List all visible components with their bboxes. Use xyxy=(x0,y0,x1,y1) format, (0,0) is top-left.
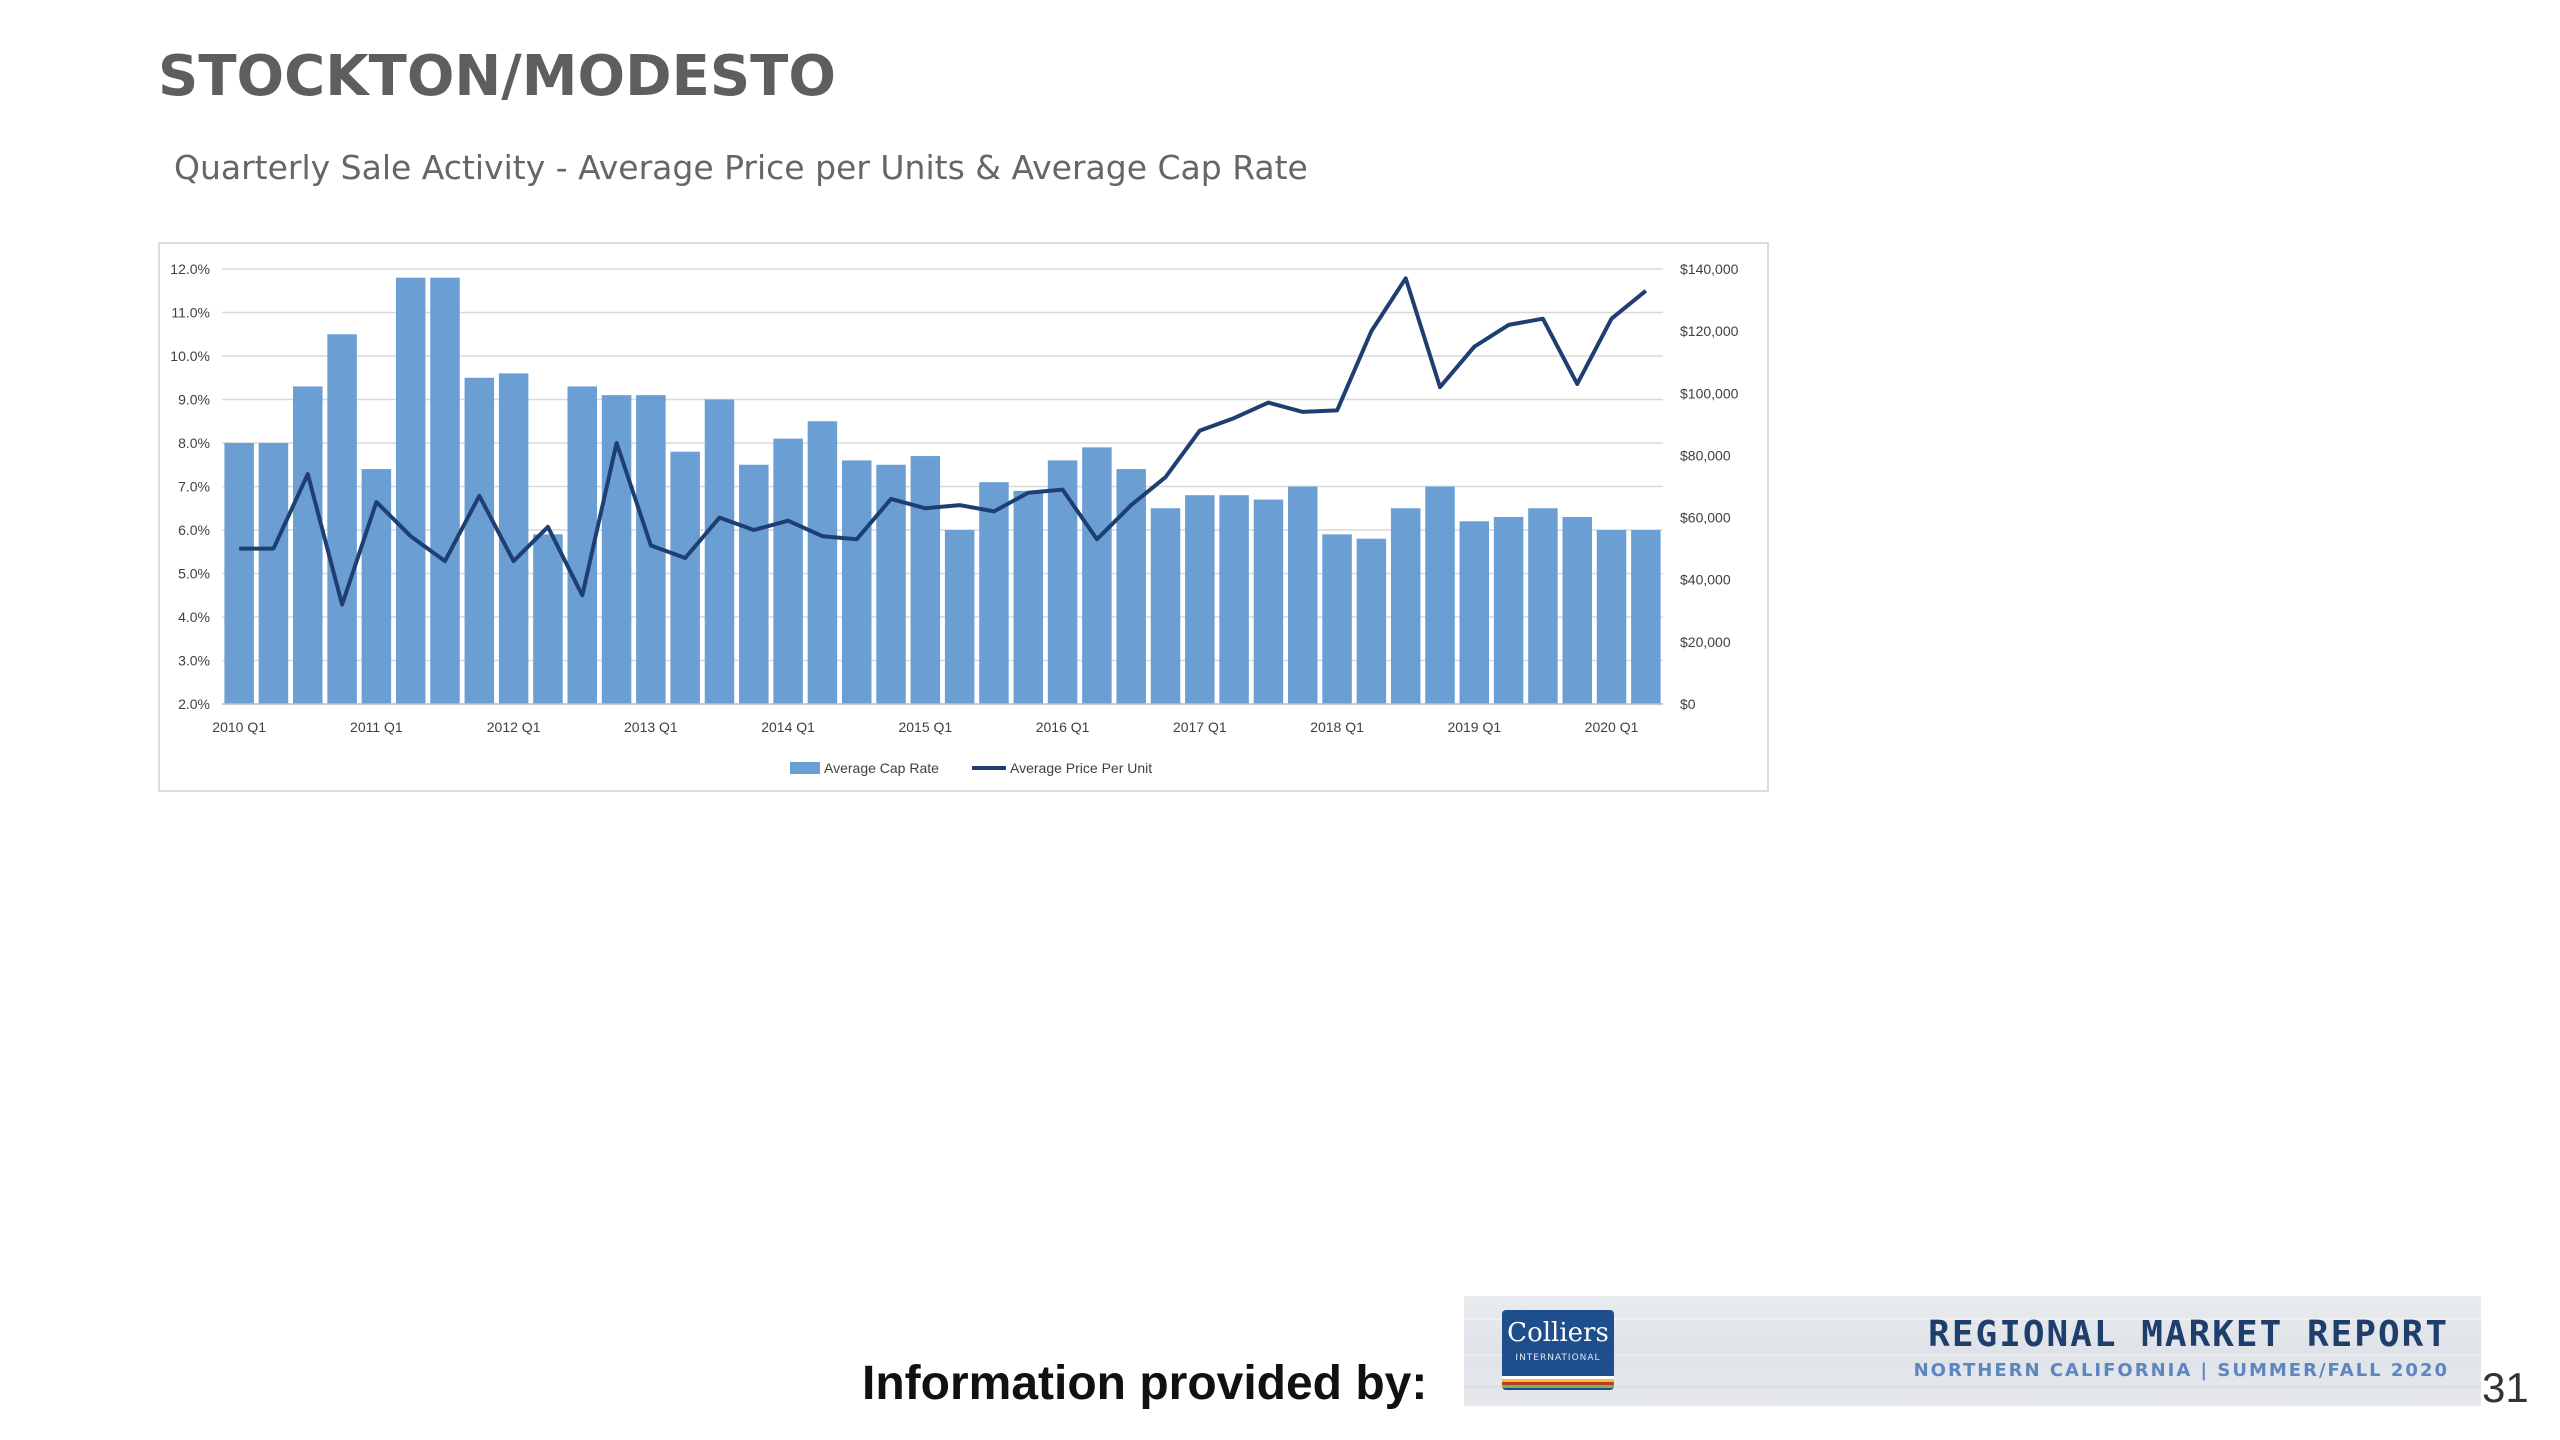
y-right-tick-label: $80,000 xyxy=(1680,447,1731,463)
legend-label-cap-rate: Average Cap Rate xyxy=(824,760,939,776)
legend-swatch-cap-rate xyxy=(790,762,820,774)
report-banner: Colliers INTERNATIONAL REGIONAL MARKET R… xyxy=(1464,1296,2481,1406)
cap-rate-bar xyxy=(327,334,357,704)
cap-rate-bar xyxy=(979,482,1009,704)
x-tick-label: 2015 Q1 xyxy=(898,719,952,735)
cap-rate-bar xyxy=(1082,447,1112,704)
logo-stripes xyxy=(1502,1376,1614,1390)
price-per-unit-line xyxy=(239,276,1648,607)
cap-rate-bar xyxy=(841,460,872,704)
cap-rate-bar xyxy=(1390,508,1421,704)
cap-rate-bar xyxy=(1047,460,1078,704)
x-tick-label: 2010 Q1 xyxy=(212,719,266,735)
y-left-tick-label: 2.0% xyxy=(178,696,210,712)
cap-rate-bar xyxy=(944,530,975,704)
x-tick-label: 2020 Q1 xyxy=(1585,719,1639,735)
cap-rate-bar xyxy=(1185,495,1215,704)
x-tick-label: 2019 Q1 xyxy=(1447,719,1501,735)
x-tick-label: 2016 Q1 xyxy=(1036,719,1090,735)
x-tick-label: 2012 Q1 xyxy=(487,719,541,735)
cap-rate-bar xyxy=(773,438,803,704)
y-right-tick-label: $140,000 xyxy=(1680,261,1739,277)
y-right-tick-label: $40,000 xyxy=(1680,572,1731,588)
cap-rate-bar xyxy=(1356,538,1387,704)
colliers-logo: Colliers INTERNATIONAL xyxy=(1502,1310,1614,1390)
cap-rate-bar xyxy=(464,377,495,704)
cap-rate-bar xyxy=(704,399,735,704)
cap-rate-bar xyxy=(293,386,323,704)
cap-rate-bar xyxy=(1528,508,1558,704)
logo-stripe xyxy=(1502,1376,1614,1379)
y-left-tick-label: 12.0% xyxy=(170,261,210,277)
y-right-tick-label: $60,000 xyxy=(1680,510,1731,526)
information-provided-label: Information provided by: xyxy=(862,1357,1428,1410)
x-tick-label: 2013 Q1 xyxy=(624,719,678,735)
y-left-tick-label: 5.0% xyxy=(178,566,210,582)
y-left-tick-label: 4.0% xyxy=(178,609,210,625)
y-left-tick-label: 6.0% xyxy=(178,522,210,538)
logo-subtitle: INTERNATIONAL xyxy=(1515,1353,1601,1363)
cap-rate-bar xyxy=(1493,516,1524,704)
cap-rate-bar xyxy=(395,277,426,704)
cap-rate-bar xyxy=(1150,508,1181,704)
y-right-tick-label: $100,000 xyxy=(1680,385,1739,401)
cap-rate-bar xyxy=(1425,486,1455,704)
y-right-tick-label: $0 xyxy=(1680,696,1696,712)
y-left-tick-label: 8.0% xyxy=(178,435,210,451)
cap-rate-bar xyxy=(1596,530,1627,704)
cap-rate-bar xyxy=(670,451,700,704)
region-title: STOCKTON/MODESTO xyxy=(158,44,836,109)
cap-rate-bar xyxy=(1253,499,1284,704)
cap-rate-bar xyxy=(1287,486,1318,704)
banner-subtitle: NORTHERN CALIFORNIA | SUMMER/FALL 2020 xyxy=(1913,1360,2449,1381)
x-tick-label: 2011 Q1 xyxy=(350,719,403,735)
x-tick-label: 2014 Q1 xyxy=(761,719,815,735)
cap-rate-bar xyxy=(739,464,769,704)
cap-rate-bar xyxy=(1116,469,1146,704)
logo-name: Colliers xyxy=(1507,1318,1609,1348)
y-left-tick-label: 7.0% xyxy=(178,479,210,495)
cap-rate-bar xyxy=(1013,490,1044,704)
logo-stripe xyxy=(1502,1382,1614,1385)
legend-label-price: Average Price Per Unit xyxy=(1010,760,1152,776)
page-number: 31 xyxy=(2482,1364,2529,1411)
y-left-tick-label: 11.0% xyxy=(171,305,210,321)
cap-rate-bar xyxy=(1562,516,1592,704)
y-left-tick-label: 3.0% xyxy=(178,653,210,669)
cap-rate-bar xyxy=(910,456,941,704)
cap-rate-bar xyxy=(1631,530,1661,704)
combo-chart: 2.0% 3.0% 4.0% 5.0% 6.0% 7.0% 8.0% 9.0% 10.0% 11.… xyxy=(170,261,1739,776)
chart-subtitle: Quarterly Sale Activity - Average Price … xyxy=(174,148,1308,187)
y-left-tick-label: 9.0% xyxy=(178,392,210,408)
banner-texture xyxy=(1464,1318,2481,1388)
cap-rate-bar xyxy=(807,421,838,704)
cap-rate-bar xyxy=(430,277,460,704)
cap-rate-bar xyxy=(1459,521,1490,704)
y-right-tick-label: $120,000 xyxy=(1680,323,1739,339)
x-tick-label: 2018 Q1 xyxy=(1310,719,1364,735)
chart-container: 2.0% 3.0% 4.0% 5.0% 6.0% 7.0% 8.0% 9.0% 10.0% 11.… xyxy=(158,242,1769,792)
cap-rate-bar xyxy=(258,443,289,704)
banner-title: REGIONAL MARKET REPORT xyxy=(1928,1314,2449,1355)
y-left-tick-label: 10.0% xyxy=(170,348,210,364)
cap-rate-bar xyxy=(1219,495,1249,704)
cap-rate-bar xyxy=(876,464,906,704)
cap-rate-bar xyxy=(533,534,563,704)
y-right-tick-label: $20,000 xyxy=(1680,634,1731,650)
cap-rate-bar xyxy=(1322,534,1352,704)
x-tick-label: 2017 Q1 xyxy=(1173,719,1227,735)
cap-rate-bar xyxy=(224,443,254,704)
logo-stripe xyxy=(1502,1385,1614,1388)
logo-stripe xyxy=(1502,1379,1614,1382)
